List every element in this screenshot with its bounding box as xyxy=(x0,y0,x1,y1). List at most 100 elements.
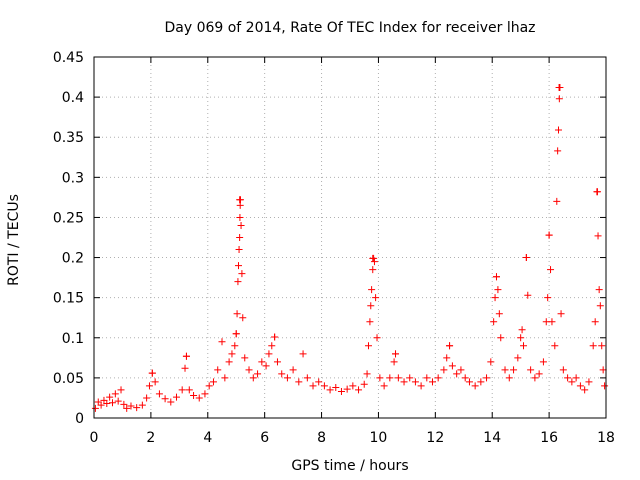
data-point xyxy=(465,378,473,386)
data-point xyxy=(517,334,525,342)
grid-lines xyxy=(94,57,606,418)
data-point xyxy=(228,350,236,358)
data-point xyxy=(434,374,442,382)
data-point xyxy=(111,390,119,398)
data-point xyxy=(551,342,559,350)
data-point xyxy=(133,404,141,412)
data-point xyxy=(178,386,186,394)
data-point xyxy=(195,394,203,402)
data-point xyxy=(406,374,414,382)
data-point xyxy=(262,362,270,370)
data-point xyxy=(155,390,163,398)
x-axis-label: GPS time / hours xyxy=(291,458,408,474)
y-tick-label: 0.2 xyxy=(62,251,84,267)
data-point xyxy=(239,314,247,322)
data-point xyxy=(370,258,378,266)
data-point xyxy=(236,234,244,241)
data-point xyxy=(390,358,398,366)
data-point xyxy=(161,395,169,403)
data-point xyxy=(234,278,242,286)
data-point xyxy=(295,378,303,386)
data-point xyxy=(589,342,597,350)
peak-point xyxy=(446,342,454,350)
data-point xyxy=(315,378,323,386)
data-point xyxy=(218,338,226,346)
data-point xyxy=(598,342,606,350)
data-point xyxy=(127,402,135,410)
data-point xyxy=(535,370,543,378)
data-point xyxy=(360,380,368,388)
data-point xyxy=(440,366,448,374)
data-point xyxy=(369,266,377,274)
data-point xyxy=(123,404,131,412)
data-point xyxy=(380,382,388,390)
data-point xyxy=(120,400,128,408)
data-point xyxy=(181,364,189,372)
data-point xyxy=(553,197,561,205)
data-point xyxy=(596,302,604,310)
data-point xyxy=(564,374,572,382)
data-point xyxy=(423,374,431,382)
data-point xyxy=(283,374,291,382)
peak-point xyxy=(492,273,500,281)
x-tick-label: 10 xyxy=(370,430,388,446)
data-point xyxy=(591,318,599,326)
y-tick-label: 0.4 xyxy=(62,90,84,106)
y-tick-label: 0.1 xyxy=(62,331,84,347)
data-point xyxy=(428,378,436,386)
data-point xyxy=(367,302,375,310)
data-point xyxy=(114,397,122,405)
data-point xyxy=(547,266,555,274)
data-point xyxy=(555,95,563,103)
data-point xyxy=(205,382,213,390)
x-tick-label: 18 xyxy=(597,430,615,446)
x-tick-label: 8 xyxy=(317,430,326,446)
data-point xyxy=(518,326,526,334)
y-axis-ticks: 0 0.05 0.1 0.15 0.2 0.25 0.3 0.35 0.4 0.45 xyxy=(53,50,606,427)
data-point xyxy=(91,404,99,412)
data-point xyxy=(265,350,273,358)
data-point xyxy=(117,386,125,394)
peak-point xyxy=(522,254,530,262)
data-point xyxy=(453,370,461,378)
data-point xyxy=(326,386,334,394)
data-points xyxy=(91,83,609,412)
y-tick-label: 0.25 xyxy=(53,210,84,226)
data-point xyxy=(594,232,602,240)
data-point xyxy=(364,342,372,350)
data-point xyxy=(514,354,522,362)
peak-point xyxy=(555,83,563,91)
data-point xyxy=(527,366,535,374)
data-point xyxy=(539,358,547,366)
data-point xyxy=(497,334,505,342)
data-point xyxy=(190,392,198,400)
data-point xyxy=(201,390,209,398)
x-tick-label: 0 xyxy=(90,430,99,446)
peak-point xyxy=(232,330,240,338)
x-tick-label: 6 xyxy=(260,430,269,446)
peak-point xyxy=(593,188,601,196)
x-tick-label: 12 xyxy=(426,430,444,446)
data-point xyxy=(559,366,567,374)
data-point xyxy=(236,213,244,221)
data-point xyxy=(386,374,394,382)
data-point xyxy=(167,398,175,406)
data-point xyxy=(477,378,485,386)
data-point xyxy=(457,366,465,374)
data-point xyxy=(599,366,607,374)
data-point xyxy=(221,374,229,382)
data-point xyxy=(185,386,193,394)
data-point xyxy=(400,378,408,386)
data-point xyxy=(491,294,499,302)
peak-point xyxy=(369,254,377,262)
chart-title: Day 069 of 2014, Rate Of TEC Index for r… xyxy=(164,20,535,36)
data-point xyxy=(332,384,340,392)
data-point xyxy=(572,374,580,382)
data-point xyxy=(209,378,217,386)
peak-point xyxy=(236,196,244,204)
data-point xyxy=(145,382,153,390)
y-tick-label: 0.05 xyxy=(53,371,84,387)
data-point xyxy=(524,291,532,299)
x-tick-label: 14 xyxy=(483,430,501,446)
